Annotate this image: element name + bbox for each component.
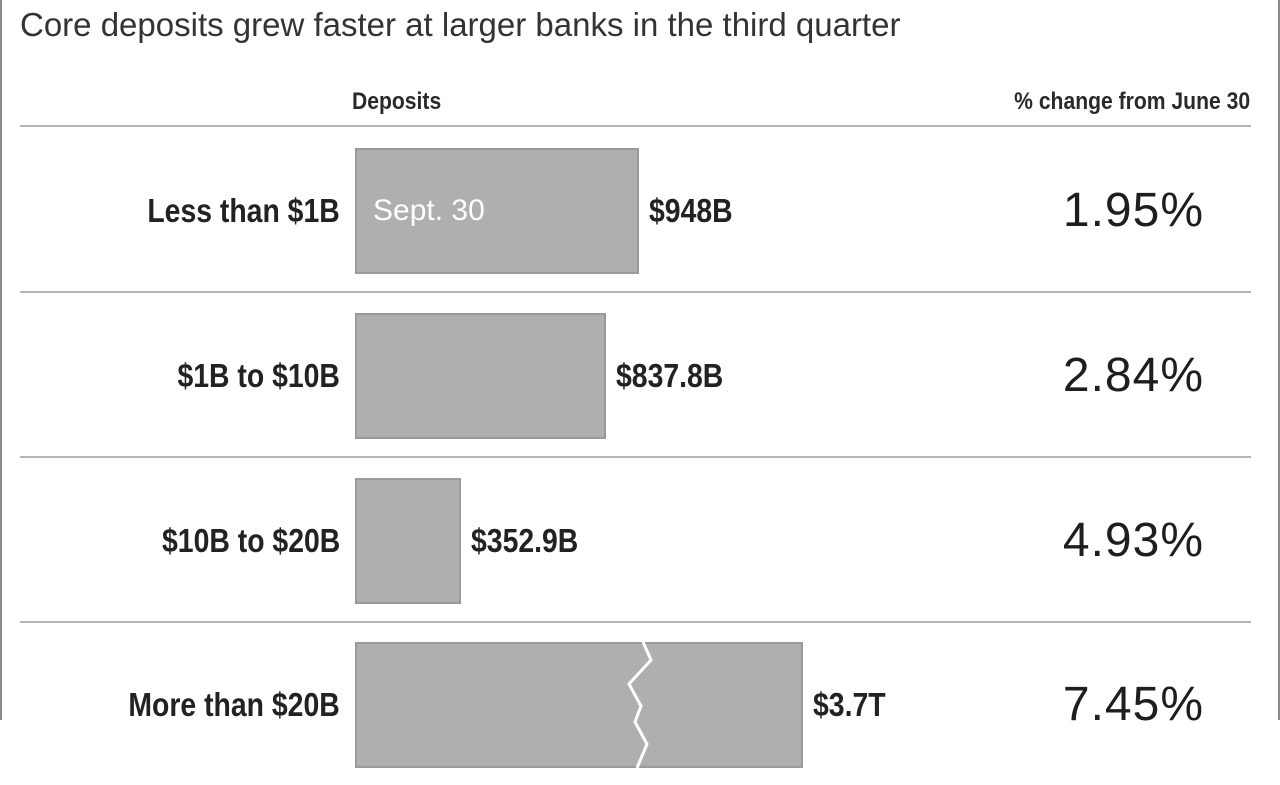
pct-change-column-header: % change from June 30: [1014, 88, 1250, 115]
category-label: More than $20B: [128, 686, 340, 723]
category-label: $10B to $20B: [161, 522, 340, 559]
deposit-bar: [355, 478, 461, 604]
pct-change-value: 7.45%: [1062, 678, 1204, 731]
pct-change-value: 2.84%: [1062, 349, 1204, 402]
deposit-bar: [355, 313, 606, 439]
row-separator: [20, 291, 1251, 293]
deposit-value-label: $837.8B: [616, 357, 724, 394]
row-more-than-20b: More than $20B $3.7T 7.45%: [0, 622, 1280, 785]
chart-title: Core deposits grew faster at larger bank…: [20, 6, 901, 43]
deposit-value-label: $948B: [649, 192, 733, 229]
header-rule: [20, 125, 1251, 127]
deposit-bar: [355, 642, 803, 768]
row-1b-to-10b: $1B to $10B $837.8B 2.84%: [0, 293, 1280, 456]
category-label: $1B to $10B: [177, 357, 340, 394]
axis-break-icon: [627, 641, 653, 769]
frame-left-border: [0, 0, 2, 720]
frame-right-border: [1278, 0, 1280, 720]
row-separator: [20, 621, 1251, 623]
pct-change-value: 4.93%: [1062, 514, 1204, 567]
row-separator: [20, 456, 1251, 458]
pct-change-value: 1.95%: [1062, 184, 1204, 237]
deposit-value-label: $3.7T: [813, 686, 886, 723]
bar-date-annotation: Sept. 30: [373, 194, 485, 227]
deposits-column-header: Deposits: [352, 88, 442, 115]
row-10b-to-20b: $10B to $20B $352.9B 4.93%: [0, 458, 1280, 621]
deposit-bar: Sept. 30: [355, 148, 639, 274]
category-label: Less than $1B: [147, 192, 340, 229]
deposit-value-label: $352.9B: [471, 522, 579, 559]
row-less-than-1b: Less than $1B Sept. 30 $948B 1.95%: [0, 128, 1280, 291]
